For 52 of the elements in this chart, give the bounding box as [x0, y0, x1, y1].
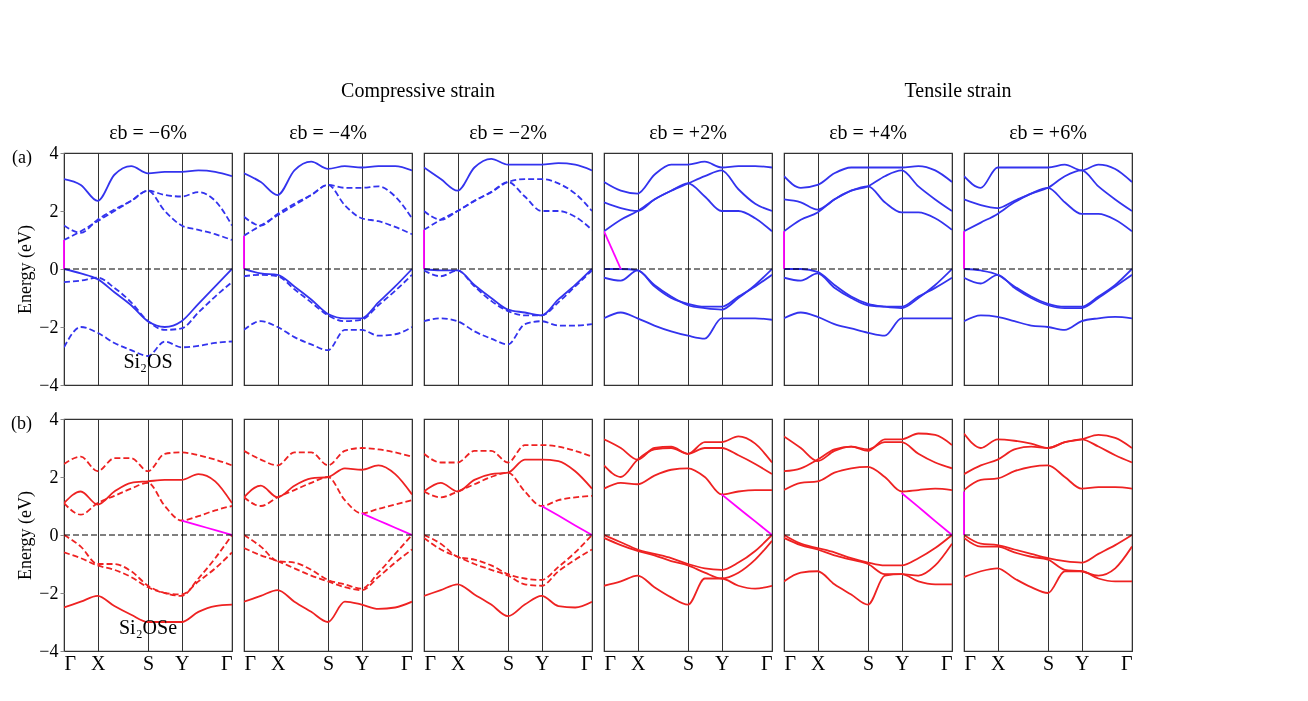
text: Tensile strain	[904, 79, 1012, 101]
x-tick-label: Γ	[400, 651, 413, 674]
text: (b)	[11, 413, 32, 434]
y-axis-title: Energy (eV)	[15, 224, 37, 315]
y-tick-label: 2	[49, 466, 59, 487]
x-tick-label: X	[810, 651, 826, 674]
x-tick-label: S	[502, 651, 515, 674]
chart-title: εb = −6%	[109, 121, 187, 143]
x-tick-label: X	[90, 651, 106, 674]
x-tick-label: Γ	[784, 651, 797, 674]
x-tick-label: X	[270, 651, 286, 674]
x-tick-label: S	[862, 651, 875, 674]
chart-title: εb = −4%	[289, 121, 367, 143]
y-tick-label: −4	[39, 640, 59, 661]
x-tick-label: Γ	[220, 651, 233, 674]
text: (a)	[12, 147, 32, 168]
chart-title: εb = +4%	[829, 121, 907, 143]
x-tick-label: S	[682, 651, 695, 674]
y-tick-label: 4	[49, 142, 59, 163]
y-tick-label: 0	[49, 524, 59, 545]
x-tick-label: S	[1042, 651, 1055, 674]
x-tick-label: Γ	[244, 651, 257, 674]
x-tick-label: X	[630, 651, 646, 674]
x-tick-label: Γ	[64, 651, 77, 674]
chart-title: εb = +6%	[1009, 121, 1087, 143]
x-tick-label: S	[142, 651, 155, 674]
y-tick-label: 2	[49, 200, 59, 221]
x-tick-label: Y	[1074, 651, 1090, 674]
x-tick-label: Y	[894, 651, 910, 674]
y-tick-label: 0	[49, 258, 59, 279]
y-tick-label: −2	[39, 582, 59, 603]
x-tick-label: Y	[714, 651, 730, 674]
text: Compressive strain	[341, 79, 495, 102]
y-tick-label: −4	[39, 374, 59, 395]
x-tick-label: S	[322, 651, 335, 674]
chart-title: εb = −2%	[469, 121, 547, 143]
x-tick-label: Γ	[760, 651, 773, 674]
x-tick-label: Y	[534, 651, 550, 674]
x-tick-label: Γ	[964, 651, 977, 674]
y-axis-title: Energy (eV)	[15, 490, 37, 581]
x-tick-label: Γ	[580, 651, 593, 674]
x-tick-label: Y	[174, 651, 190, 674]
y-tick-label: 4	[49, 408, 59, 429]
x-tick-label: Γ	[940, 651, 953, 674]
x-tick-label: Y	[354, 651, 370, 674]
x-tick-label: X	[990, 651, 1006, 674]
chart-title: εb = +2%	[649, 121, 727, 143]
x-tick-label: Γ	[424, 651, 437, 674]
x-tick-label: X	[450, 651, 466, 674]
y-tick-label: −2	[39, 316, 59, 337]
x-tick-label: Γ	[604, 651, 617, 674]
x-tick-label: Γ	[1120, 651, 1133, 674]
